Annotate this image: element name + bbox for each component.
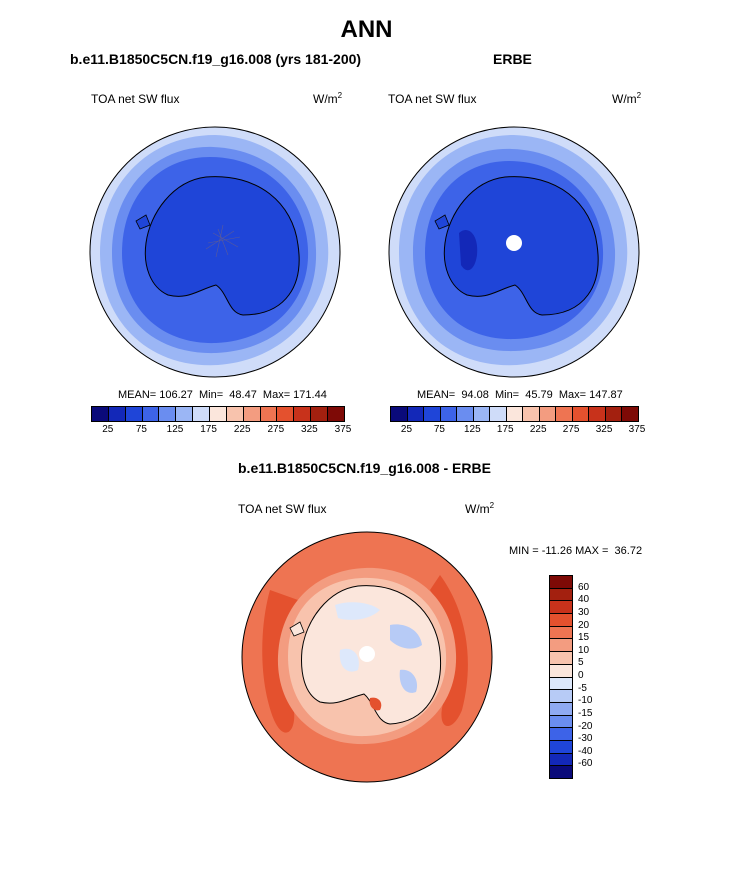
colorbar-tick-label: 10: [578, 644, 590, 656]
colorbar-tick-label: 225: [233, 424, 251, 435]
left-polar-map: [89, 126, 341, 378]
colorbar-tick-label: 125: [463, 424, 481, 435]
figure-title: ANN: [340, 16, 393, 43]
colorbar-swatch: [457, 407, 474, 421]
colorbar-swatch: [243, 407, 261, 421]
colorbar-swatch: [589, 407, 606, 421]
colorbar-tick-label: -5: [578, 682, 587, 694]
colorbar-tick-label: 40: [578, 594, 590, 606]
left-stats: MEAN= 106.27 Min= 48.47 Max= 171.44: [118, 389, 327, 401]
colorbar-swatch: [490, 407, 507, 421]
colorbar-swatch: [550, 677, 572, 691]
left-units-label: W/m2: [313, 91, 343, 107]
diff-variable-label: TOA net SW flux: [238, 502, 327, 516]
colorbar-swatch: [550, 740, 572, 754]
colorbar-tick-label: 5: [578, 657, 584, 669]
colorbar-tick-label: 0: [578, 670, 584, 681]
left-colorbar-ticks: 25 75 125 175 225 275 325 375: [91, 424, 351, 436]
colorbar-swatch: [440, 407, 458, 421]
colorbar-swatch: [550, 702, 572, 716]
colorbar-tick-label: -30: [578, 733, 593, 745]
colorbar-tick-label: 275: [562, 424, 580, 435]
colorbar-swatch: [539, 407, 557, 421]
colorbar-tick-label: 325: [301, 424, 318, 435]
colorbar-tick-label: 20: [578, 619, 590, 631]
left-variable-label: TOA net SW flux: [91, 92, 180, 106]
colorbar-swatch: [92, 407, 109, 421]
right-units-label: W/m2: [612, 91, 642, 107]
colorbar-swatch: [523, 407, 540, 421]
colorbar-tick-label: 225: [529, 424, 547, 435]
colorbar-swatch: [550, 652, 572, 665]
colorbar-swatch: [506, 407, 524, 421]
colorbar-swatch: [125, 407, 143, 421]
colorbar-swatch: [556, 407, 573, 421]
colorbar-swatch: [108, 407, 126, 421]
right-panel-title: ERBE: [493, 51, 532, 67]
colorbar-swatch: [176, 407, 194, 421]
colorbar-tick-label: 325: [595, 424, 613, 435]
colorbar-tick-label: 125: [166, 424, 184, 435]
colorbar-swatch: [473, 407, 491, 421]
colorbar-tick-label: 375: [334, 424, 352, 435]
colorbar-tick-label: 175: [496, 424, 514, 435]
colorbar-swatch: [407, 407, 425, 421]
colorbar-swatch: [142, 407, 160, 421]
colorbar-tick-label: 30: [578, 606, 590, 618]
colorbar-swatch: [550, 639, 572, 653]
colorbar-swatch: [550, 588, 572, 602]
diff-panel-title: b.e11.B1850C5CN.f19_g16.008 - ERBE: [238, 460, 491, 476]
colorbar-tick-label: -15: [578, 707, 593, 719]
colorbar-swatch: [572, 407, 590, 421]
colorbar-swatch: [550, 626, 572, 640]
colorbar-tick-label: -20: [578, 720, 593, 732]
colorbar-swatch: [550, 766, 572, 778]
colorbar-swatch: [550, 601, 572, 615]
colorbar-tick-label: 25: [400, 424, 413, 435]
left-colorbar: [91, 406, 345, 422]
colorbar-swatch: [550, 753, 572, 767]
left-panel-title: b.e11.B1850C5CN.f19_g16.008 (yrs 181-200…: [70, 51, 362, 67]
right-stats: MEAN= 94.08 Min= 45.79 Max= 147.87: [417, 389, 623, 401]
colorbar-swatch: [294, 407, 312, 421]
colorbar-tick-label: -10: [578, 695, 593, 707]
right-variable-label: TOA net SW flux: [388, 92, 477, 106]
colorbar-swatch: [311, 407, 329, 421]
colorbar-swatch: [193, 407, 211, 421]
colorbar-tick-label: 275: [267, 424, 285, 435]
colorbar-tick-label: -40: [578, 745, 593, 757]
diff-polar-map: [241, 531, 493, 783]
colorbar-swatch: [328, 407, 344, 421]
colorbar-swatch: [550, 576, 572, 589]
colorbar-tick-label: 75: [135, 424, 147, 435]
colorbar-tick-label: 175: [200, 424, 217, 435]
diff-units-label: W/m2: [465, 501, 495, 517]
colorbar-swatch: [605, 407, 623, 421]
colorbar-tick-label: 60: [578, 581, 590, 593]
colorbar-swatch: [391, 407, 408, 421]
diff-stats: MIN = -11.26 MAX = 36.72: [509, 545, 643, 557]
right-polar-map: [388, 126, 640, 378]
colorbar-tick-label: 75: [433, 424, 445, 435]
colorbar-swatch: [550, 690, 572, 703]
diff-colorbar: [549, 575, 573, 779]
right-colorbar-ticks: 25 75 125 175 225 275 325 375: [390, 424, 645, 436]
colorbar-tick-label: 25: [102, 424, 114, 435]
colorbar-tick-label: 15: [578, 632, 590, 644]
colorbar-tick-label: 375: [628, 424, 646, 435]
colorbar-swatch: [550, 715, 572, 729]
colorbar-swatch: [622, 407, 638, 421]
colorbar-swatch: [260, 407, 278, 421]
colorbar-swatch: [550, 614, 572, 627]
colorbar-swatch: [277, 407, 295, 421]
colorbar-swatch: [159, 407, 177, 421]
colorbar-swatch: [424, 407, 441, 421]
colorbar-swatch: [226, 407, 244, 421]
right-colorbar: [390, 406, 639, 422]
colorbar-tick-label: -60: [578, 758, 593, 770]
colorbar-swatch: [550, 728, 572, 741]
colorbar-swatch: [210, 407, 227, 421]
colorbar-swatch: [550, 664, 572, 678]
diff-colorbar-ticks: 60 40 30 20 15 10 5 0 -5 -10 -15 -20 -30 -40 -60: [578, 575, 618, 777]
